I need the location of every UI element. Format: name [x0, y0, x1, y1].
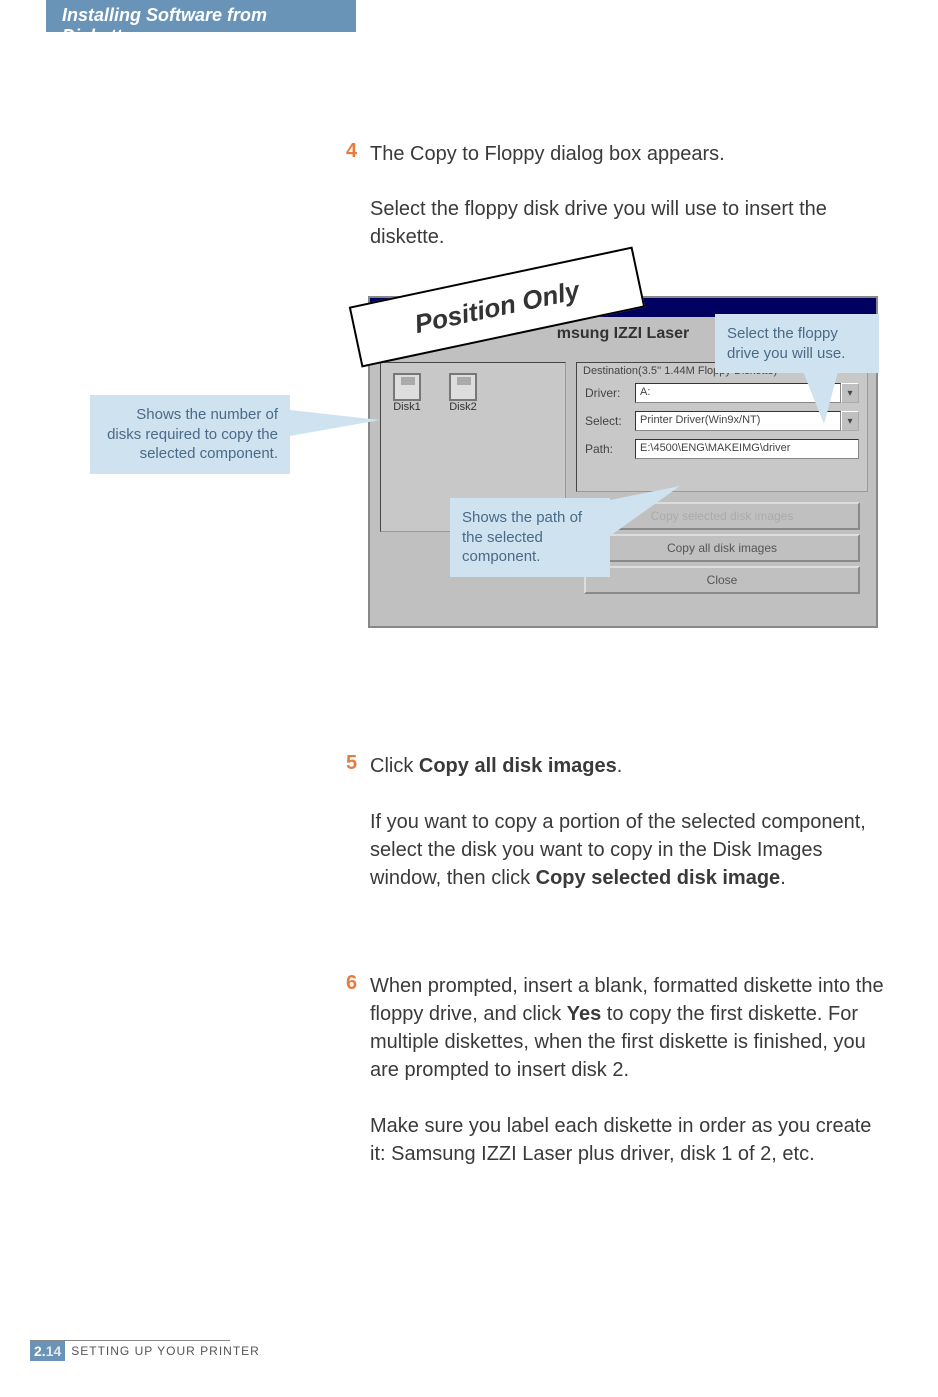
- footer-text: SETTING UP YOUR PRINTER: [71, 1344, 260, 1358]
- disk1-label: Disk1: [393, 401, 421, 413]
- step-number-4: 4: [346, 140, 357, 163]
- step4-line2: Select the floppy disk drive you will us…: [370, 195, 880, 251]
- path-label: Path:: [585, 442, 635, 456]
- step6-line2: Make sure you label each diskette in ord…: [370, 1115, 871, 1165]
- diskette-icon: [393, 373, 421, 401]
- page-footer: 2.14 SETTING UP YOUR PRINTER: [30, 1341, 260, 1361]
- step-number-6: 6: [346, 972, 357, 995]
- page-number: 14: [46, 1343, 62, 1359]
- page-number-box: 2.14: [30, 1341, 65, 1361]
- step5-suffix1: .: [617, 755, 623, 777]
- disk2-label: Disk2: [449, 401, 477, 413]
- step5-bold2: Copy selected disk image: [536, 867, 781, 889]
- select-label: Select:: [585, 414, 635, 428]
- step-number-5: 5: [346, 752, 357, 775]
- disk1-icon[interactable]: Disk1: [387, 373, 427, 423]
- step5-bold1: Copy all disk images: [419, 755, 617, 777]
- disk2-icon[interactable]: Disk2: [443, 373, 483, 423]
- chevron-down-icon[interactable]: ▾: [841, 383, 859, 403]
- step6-text: When prompted, insert a blank, formatted…: [370, 972, 890, 1168]
- copy-all-button[interactable]: Copy all disk images: [584, 534, 860, 562]
- callout-right: Select the floppy drive you will use.: [715, 314, 879, 373]
- step5-suffix2: .: [780, 867, 786, 889]
- callout-pointer-right: [800, 364, 840, 424]
- callout-pointer-left: [290, 410, 380, 440]
- step5-prefix: Click: [370, 755, 419, 777]
- path-row: Path: E:\4500\ENG\MAKEIMG\driver: [577, 435, 867, 463]
- callout-left: Shows the number of disks required to co…: [90, 395, 290, 474]
- callout-pointer-path: [610, 486, 680, 536]
- chapter-number: 2.: [34, 1343, 46, 1359]
- section-header: Installing Software from Diskette: [46, 0, 356, 32]
- path-input[interactable]: E:\4500\ENG\MAKEIMG\driver: [635, 439, 859, 459]
- chevron-down-icon[interactable]: ▾: [841, 411, 859, 431]
- step4-line1: The Copy to Floppy dialog box appears.: [370, 140, 880, 168]
- driver-label: Driver:: [585, 386, 635, 400]
- close-button[interactable]: Close: [584, 566, 860, 594]
- callout-path: Shows the path of the selected component…: [450, 498, 610, 577]
- step6-bold1: Yes: [567, 1003, 601, 1025]
- step5-text: Click Copy all disk images. If you want …: [370, 752, 890, 892]
- diskette-icon: [449, 373, 477, 401]
